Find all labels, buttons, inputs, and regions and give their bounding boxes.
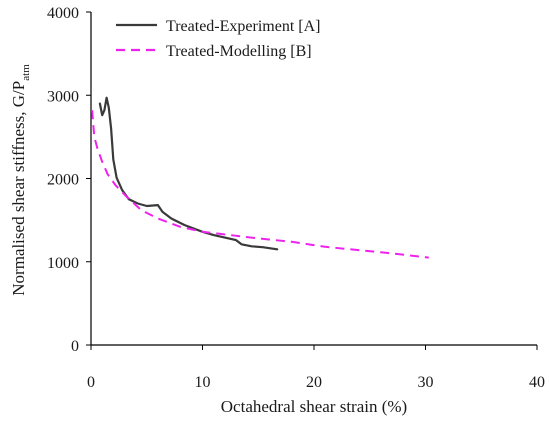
series-line-experiment — [98, 96, 279, 251]
x-tick-label: 30 — [418, 374, 434, 391]
x-tick-label: 40 — [529, 374, 545, 391]
y-tick-label: 4000 — [47, 5, 79, 22]
legend-label: Treated-Modelling [B] — [166, 43, 312, 60]
x-axis-label: Octahedral shear strain (%) — [221, 397, 407, 416]
y-tick-label: 3000 — [47, 88, 79, 105]
series-group — [91, 96, 429, 259]
tick-group: 0 10 20 30 40 0 1000 2000 3000 4000 — [47, 5, 545, 391]
x-tick-label: 10 — [195, 374, 211, 391]
y-tick-label: 2000 — [47, 172, 79, 189]
legend-label: Treated-Experiment [A] — [166, 18, 320, 35]
series-line-modelling — [91, 110, 429, 259]
y-tick-label: 0 — [71, 338, 79, 355]
y-tick-label: 1000 — [47, 255, 79, 272]
x-tick-label: 20 — [306, 374, 322, 391]
axes — [90, 12, 537, 346]
y-axis-label-subscript: atm — [20, 64, 32, 81]
legend: Treated-Experiment [A] Treated-Modelling … — [116, 18, 320, 60]
y-axis-label-main: Normalised shear stiffness, G/P — [9, 81, 28, 296]
x-tick-label: 0 — [87, 374, 95, 391]
y-axis-label: Normalised shear stiffness, G/Patm — [9, 64, 32, 296]
